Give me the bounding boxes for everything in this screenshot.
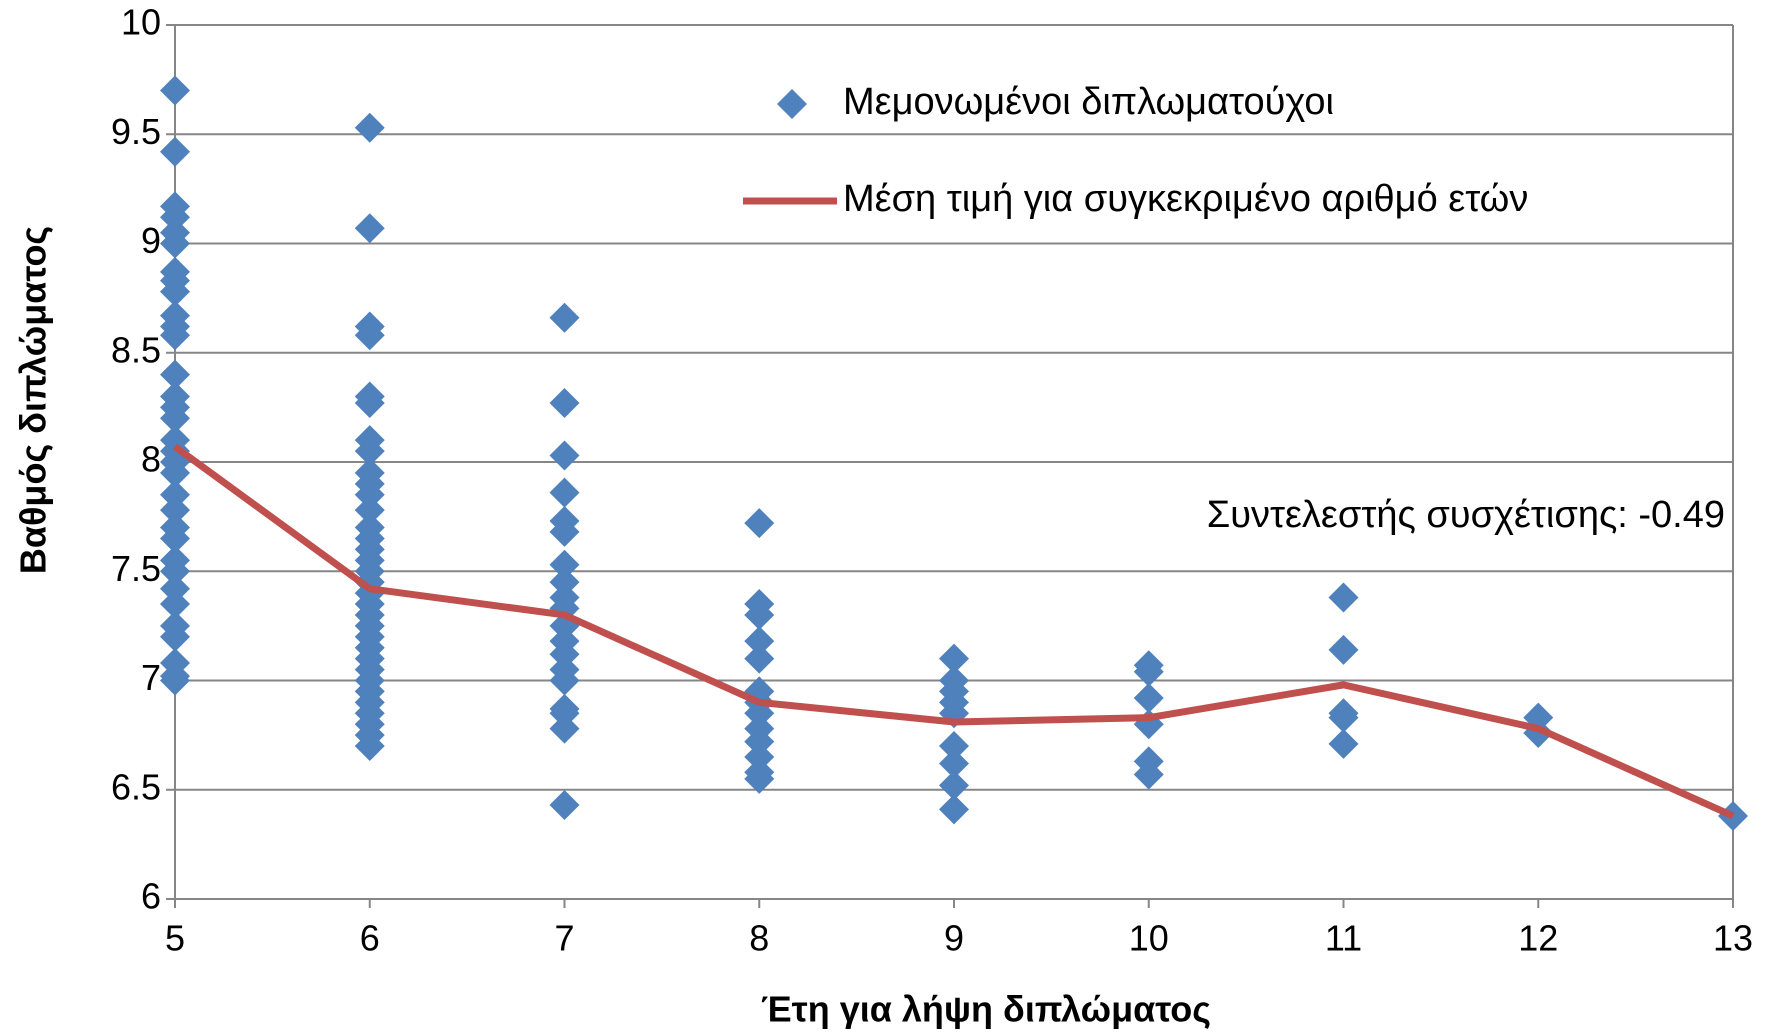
y-tick-label: 7	[141, 657, 161, 698]
point	[549, 713, 580, 744]
point	[1133, 656, 1164, 687]
point	[160, 457, 190, 488]
point	[939, 643, 969, 674]
point	[1133, 759, 1164, 790]
y-tick-label: 8.5	[111, 329, 161, 370]
point	[744, 626, 775, 657]
point	[354, 495, 385, 526]
x-tick-label: 9	[944, 918, 964, 959]
point	[549, 302, 580, 333]
y-tick-label: 6.5	[111, 766, 161, 807]
point	[549, 790, 580, 821]
point	[744, 763, 775, 794]
x-tick-label: 11	[1325, 918, 1362, 959]
point	[160, 359, 190, 390]
point	[1328, 728, 1359, 759]
y-tick-label: 9.5	[111, 111, 161, 152]
legend-label: Μεμονωμένοι διπλωματούχοι	[843, 81, 1334, 123]
mean-line	[172, 443, 1735, 820]
point	[744, 643, 775, 674]
x-tick-label: 5	[165, 918, 185, 959]
point	[354, 213, 385, 244]
point	[744, 599, 775, 630]
y-axis-title: Βαθμός διπλώματος	[13, 226, 54, 574]
x-axis-title: Έτη για λήψη διπλώματος	[761, 989, 1211, 1030]
x-tick-label: 10	[1129, 918, 1169, 959]
point	[354, 388, 385, 419]
point	[549, 549, 580, 580]
x-tick-label: 8	[749, 918, 769, 959]
x-tick-label: 7	[554, 918, 574, 959]
x-tick-label: 13	[1713, 918, 1753, 959]
point	[744, 726, 775, 757]
point	[549, 639, 580, 670]
point	[160, 228, 190, 259]
point	[160, 665, 190, 696]
point	[549, 477, 580, 508]
point	[549, 388, 580, 419]
point	[160, 621, 190, 652]
x-tick-label: 12	[1518, 918, 1558, 959]
point	[939, 731, 969, 762]
point	[1133, 682, 1164, 713]
point	[354, 479, 385, 510]
point	[354, 731, 385, 762]
point	[354, 320, 385, 351]
annotation: Συντελεστής συσχέτισης: -0.49	[1207, 494, 1725, 536]
point	[744, 741, 775, 772]
y-tick-label: 10	[121, 2, 161, 43]
point	[939, 770, 969, 801]
point	[354, 112, 385, 143]
point	[160, 75, 190, 106]
point	[160, 589, 190, 620]
point	[1328, 582, 1359, 613]
point	[160, 523, 190, 554]
point	[160, 495, 190, 526]
point	[939, 794, 969, 825]
point	[160, 573, 190, 604]
point	[160, 320, 190, 351]
point	[160, 403, 190, 434]
point	[549, 665, 580, 696]
x-tick-label: 6	[360, 918, 380, 959]
legend-swatch	[777, 89, 807, 119]
point	[549, 516, 580, 547]
point	[549, 698, 580, 729]
point	[160, 202, 190, 233]
point	[549, 440, 580, 471]
point	[744, 508, 775, 539]
y-tick-label: 7.5	[111, 548, 161, 589]
point	[1328, 634, 1359, 665]
y-tick-label: 9	[141, 220, 161, 261]
point	[160, 556, 190, 587]
y-tick-label: 6	[141, 876, 161, 917]
point	[1328, 702, 1359, 733]
point	[549, 567, 580, 598]
point	[160, 479, 190, 510]
point	[160, 136, 190, 167]
y-tick-label: 8	[141, 439, 161, 480]
point	[939, 748, 969, 779]
legend-label: Μέση τιμή για συγκεκριμένο αριθμό ετών	[843, 178, 1528, 220]
point	[354, 436, 385, 467]
point	[160, 276, 190, 307]
